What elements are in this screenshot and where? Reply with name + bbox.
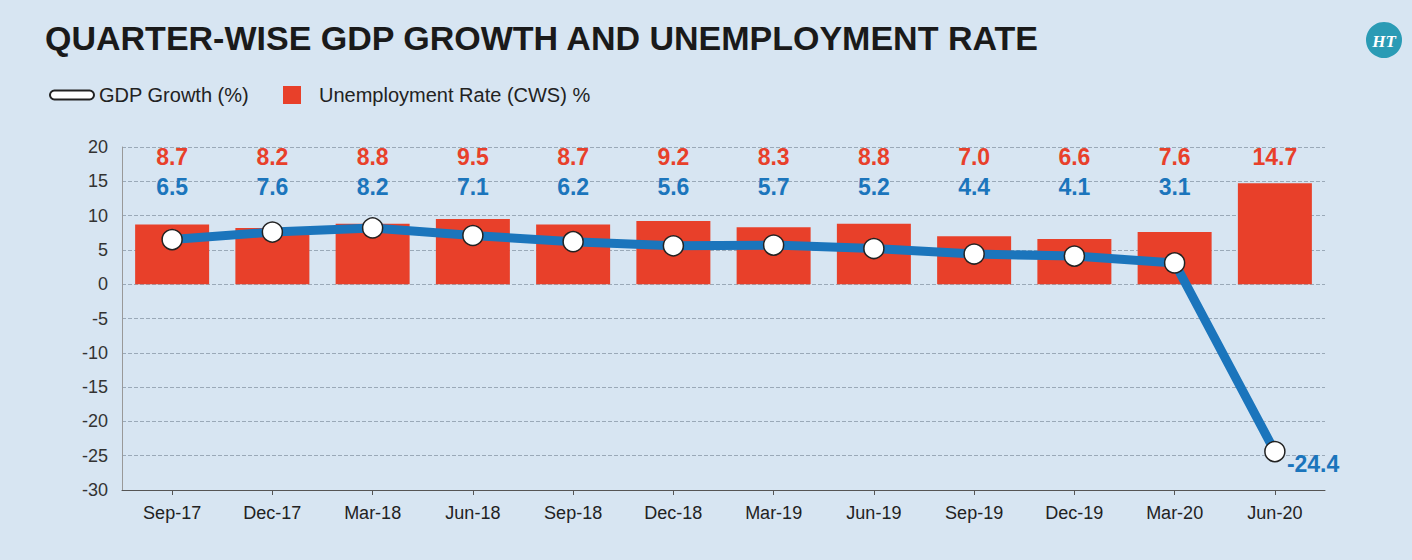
svg-text:-10: -10 <box>82 343 108 363</box>
svg-text:6.6: 6.6 <box>1058 144 1090 170</box>
svg-text:10: 10 <box>88 206 108 226</box>
svg-text:GDP Growth (%): GDP Growth (%) <box>99 84 249 106</box>
svg-text:Mar-19: Mar-19 <box>745 503 802 523</box>
svg-text:Jun-20: Jun-20 <box>1247 503 1302 523</box>
svg-text:Sep-19: Sep-19 <box>945 503 1003 523</box>
svg-text:20: 20 <box>88 137 108 157</box>
svg-text:15: 15 <box>88 171 108 191</box>
svg-text:7.6: 7.6 <box>256 174 288 200</box>
svg-text:8.7: 8.7 <box>156 144 188 170</box>
svg-text:8.7: 8.7 <box>557 144 589 170</box>
svg-text:5.2: 5.2 <box>858 174 890 200</box>
svg-text:9.2: 9.2 <box>657 144 689 170</box>
svg-text:4.4: 4.4 <box>958 174 990 200</box>
svg-text:-25: -25 <box>82 446 108 466</box>
svg-text:-30: -30 <box>82 480 108 500</box>
svg-text:5: 5 <box>98 240 108 260</box>
svg-text:5.7: 5.7 <box>758 174 790 200</box>
svg-text:0: 0 <box>98 274 108 294</box>
svg-text:4.1: 4.1 <box>1058 174 1090 200</box>
svg-text:-24.4: -24.4 <box>1287 451 1340 477</box>
svg-text:8.8: 8.8 <box>357 144 389 170</box>
svg-text:7.1: 7.1 <box>457 174 489 200</box>
svg-text:Sep-18: Sep-18 <box>544 503 602 523</box>
svg-text:14.7: 14.7 <box>1252 144 1297 170</box>
svg-text:Jun-18: Jun-18 <box>445 503 500 523</box>
svg-text:Mar-18: Mar-18 <box>344 503 401 523</box>
svg-text:5.6: 5.6 <box>657 174 689 200</box>
svg-text:-20: -20 <box>82 411 108 431</box>
svg-text:Dec-17: Dec-17 <box>243 503 301 523</box>
svg-text:Dec-19: Dec-19 <box>1045 503 1103 523</box>
svg-text:6.2: 6.2 <box>557 174 589 200</box>
svg-text:HT: HT <box>1371 32 1396 51</box>
svg-text:3.1: 3.1 <box>1159 174 1191 200</box>
svg-text:9.5: 9.5 <box>457 144 489 170</box>
svg-text:8.8: 8.8 <box>858 144 890 170</box>
svg-text:-15: -15 <box>82 377 108 397</box>
svg-text:Jun-19: Jun-19 <box>846 503 901 523</box>
svg-text:8.3: 8.3 <box>758 144 790 170</box>
svg-text:7.6: 7.6 <box>1159 144 1191 170</box>
svg-text:8.2: 8.2 <box>357 174 389 200</box>
svg-text:Sep-17: Sep-17 <box>143 503 201 523</box>
svg-text:8.2: 8.2 <box>256 144 288 170</box>
svg-text:-5: -5 <box>92 309 108 329</box>
svg-text:Unemployment Rate (CWS) %: Unemployment Rate (CWS) % <box>319 84 590 106</box>
svg-text:Dec-18: Dec-18 <box>644 503 702 523</box>
svg-text:QUARTER-WISE GDP GROWTH AND UN: QUARTER-WISE GDP GROWTH AND UNEMPLOYMENT… <box>45 19 1038 57</box>
svg-text:7.0: 7.0 <box>958 144 990 170</box>
svg-text:Mar-20: Mar-20 <box>1146 503 1203 523</box>
svg-text:6.5: 6.5 <box>156 174 188 200</box>
